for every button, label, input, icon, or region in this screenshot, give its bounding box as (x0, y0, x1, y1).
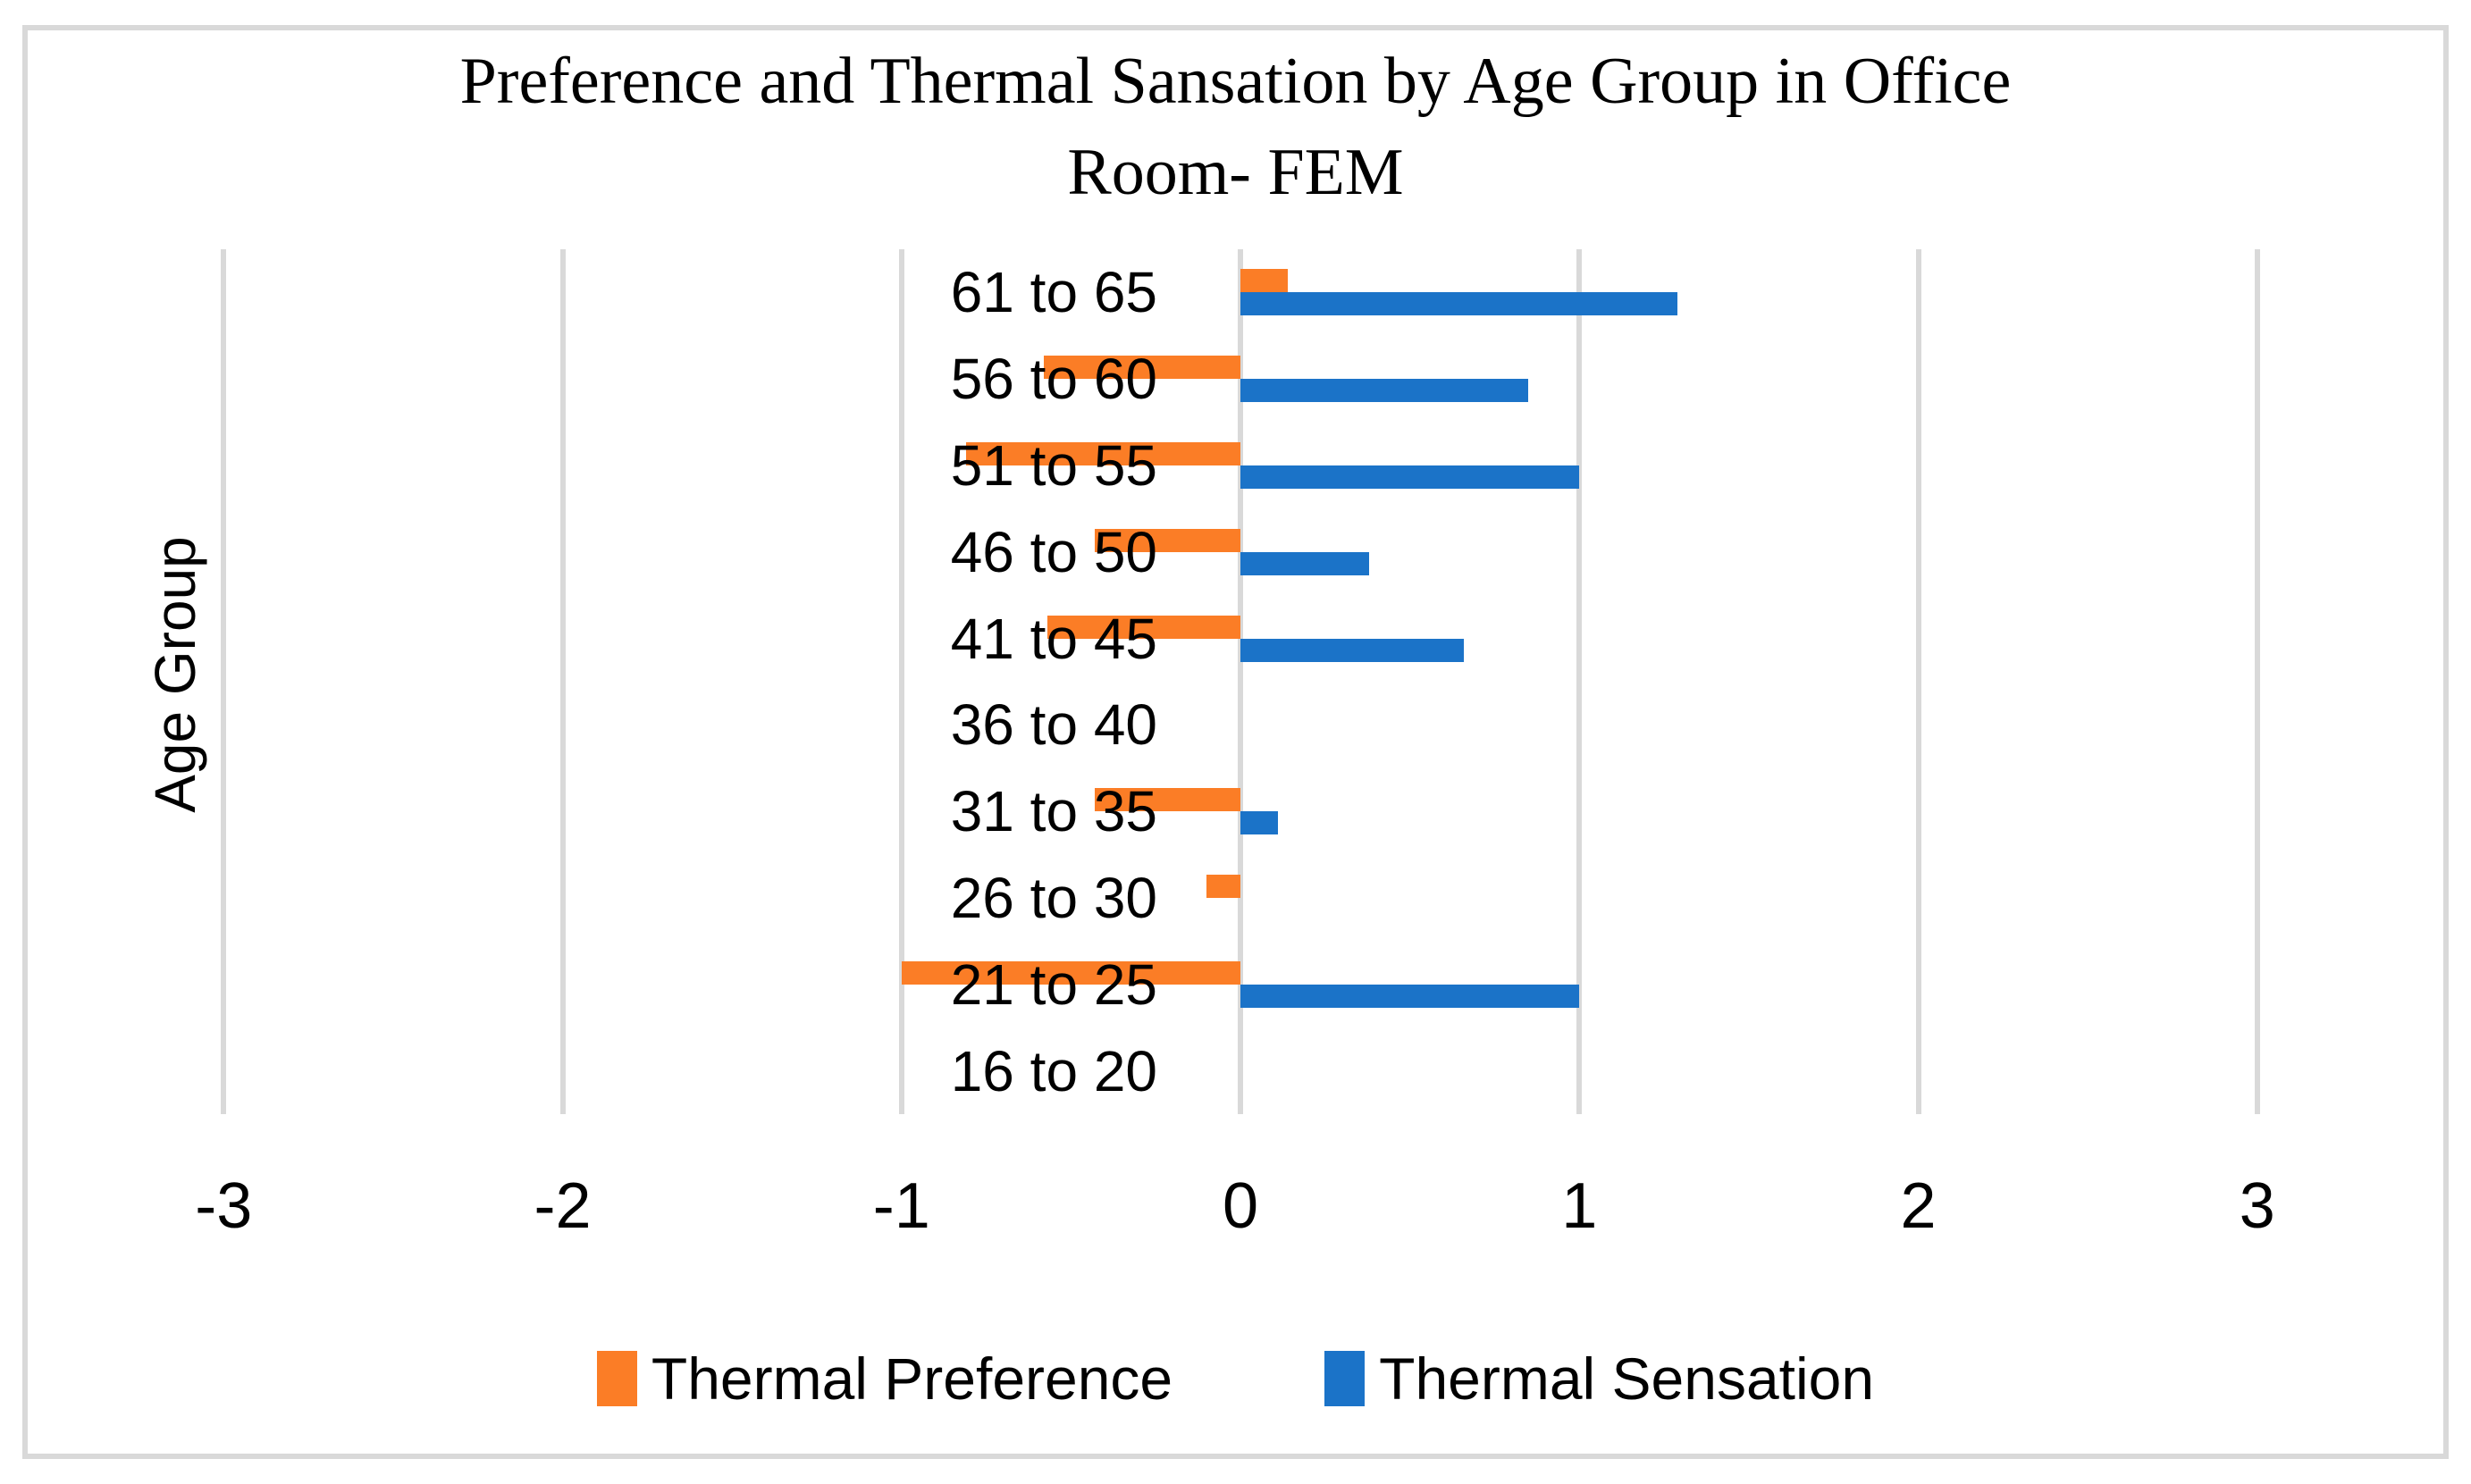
gridline-x-2 (1915, 249, 1921, 1114)
x-axis-tick-label: 1 (1561, 1170, 1598, 1242)
bar-thermal-preference (1206, 875, 1240, 898)
chart-title-line-2: Room- FEM (1067, 136, 1404, 209)
bar-thermal-preference (965, 442, 1240, 465)
legend-swatch-thermal-preference (596, 1351, 637, 1406)
bar-thermal-preference (1240, 269, 1289, 293)
legend-label-thermal-sensation: Thermal Sensation (1379, 1346, 1875, 1412)
category-label: 26 to 30 (950, 866, 1157, 930)
bar-thermal-sensation (1240, 465, 1580, 489)
legend-label-thermal-preference: Thermal Preference (651, 1346, 1173, 1412)
category-label: 41 to 45 (950, 606, 1157, 671)
category-label: 16 to 20 (950, 1038, 1157, 1103)
x-axis-tick-label: 0 (1222, 1170, 1259, 1242)
x-axis-tick-label: 3 (2239, 1170, 2275, 1242)
bar-thermal-preference (1046, 615, 1240, 639)
gridline-x-1 (1576, 249, 1583, 1114)
gridline-x--1 (898, 249, 904, 1114)
bar-thermal-preference (901, 960, 1240, 985)
category-label: 51 to 55 (950, 433, 1157, 498)
category-label: 36 to 40 (950, 692, 1157, 758)
category-label: 21 to 25 (950, 952, 1157, 1017)
gridline-x--3 (221, 249, 227, 1114)
gridline-x-0 (1238, 249, 1243, 1114)
gridline-x-3 (2254, 249, 2260, 1114)
category-label: 46 to 50 (950, 519, 1157, 584)
chart-title: Preference and Thermal Sansation by Age … (0, 36, 2471, 218)
bar-thermal-sensation (1240, 551, 1370, 575)
bar-thermal-sensation (1240, 292, 1678, 316)
bar-thermal-preference (1044, 356, 1240, 380)
bar-thermal-sensation (1240, 811, 1278, 835)
figure-border (22, 25, 2449, 1459)
x-axis-tick-label: -2 (534, 1170, 592, 1242)
legend-item-thermal-preference: Thermal Preference (596, 1345, 1173, 1413)
gridline-x--2 (559, 249, 566, 1114)
category-label: 56 to 60 (950, 347, 1157, 412)
bar-thermal-preference (1094, 528, 1240, 552)
category-label: 61 to 65 (950, 260, 1157, 325)
x-axis-tick-label: 2 (1900, 1170, 1937, 1242)
bar-thermal-preference (1094, 788, 1240, 812)
legend-item-thermal-sensation: Thermal Sensation (1324, 1345, 1874, 1413)
legend-swatch-thermal-sensation (1324, 1351, 1366, 1406)
category-label: 31 to 35 (950, 779, 1157, 844)
x-axis-tick-label: -3 (195, 1170, 253, 1242)
legend: Thermal Preference Thermal Sensation (0, 1345, 2471, 1413)
chart-title-line-1: Preference and Thermal Sansation by Age … (459, 45, 2012, 118)
bar-thermal-sensation (1240, 984, 1580, 1008)
x-axis-tick-label: -1 (872, 1170, 930, 1242)
bar-thermal-sensation (1240, 638, 1465, 662)
bar-thermal-sensation (1240, 379, 1529, 403)
